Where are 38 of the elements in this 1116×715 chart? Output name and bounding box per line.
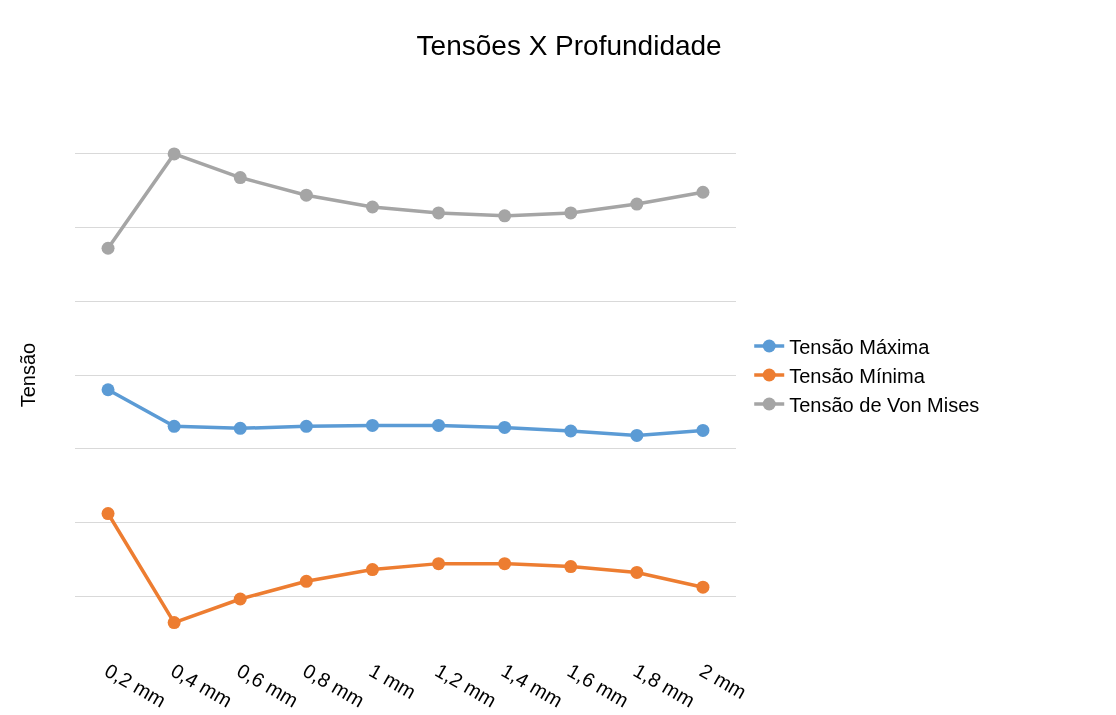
point (696, 580, 710, 594)
point (365, 200, 379, 214)
point (696, 185, 710, 199)
point (365, 563, 379, 577)
point (564, 206, 578, 220)
point (564, 560, 578, 574)
point (432, 418, 446, 432)
point (167, 419, 181, 433)
point (498, 557, 512, 571)
point (498, 420, 512, 434)
point (167, 147, 181, 161)
point (365, 418, 379, 432)
point (630, 428, 644, 442)
point (101, 241, 115, 255)
point (432, 206, 446, 220)
point (233, 592, 247, 606)
point (498, 209, 512, 223)
point (167, 616, 181, 630)
legend-label: Tensão de Von Mises (789, 393, 980, 416)
point (299, 188, 313, 202)
point (299, 574, 313, 588)
chart-title: Tensões X Profundidade (416, 30, 722, 62)
point (432, 557, 446, 571)
point (696, 423, 710, 437)
point (101, 507, 115, 521)
point (233, 171, 247, 185)
point (630, 197, 644, 211)
legend-label: Tensão Mínima (789, 364, 926, 387)
y-axis-title: Tensão (17, 342, 39, 408)
x-tick-label: 0,2 mm (101, 659, 170, 712)
point (630, 565, 644, 579)
x-tick-label: 0,4 mm (167, 659, 236, 712)
point (299, 419, 313, 433)
legend-label: Tensão Máxima (789, 335, 931, 358)
point (101, 383, 115, 397)
point (233, 421, 247, 435)
point (564, 424, 578, 438)
x-tick-label: 0,6 mm (233, 659, 302, 712)
